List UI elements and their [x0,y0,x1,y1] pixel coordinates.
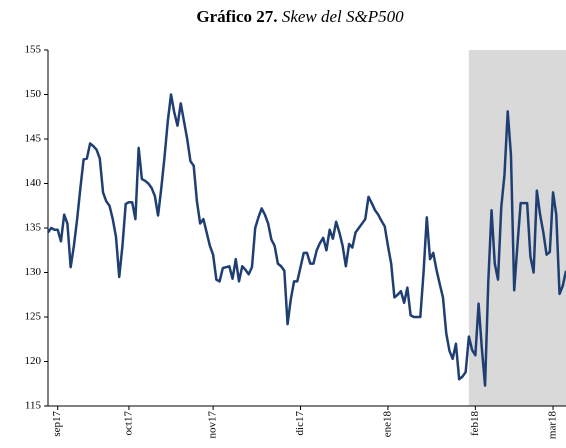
data-line [46,93,566,387]
chart-title-group: Gráfico 27. Skew del S&P500 [196,7,404,26]
x-tick-label: oct17 [122,411,134,436]
y-tick-label: 130 [25,266,42,278]
y-tick-label: 145 [25,133,42,145]
axes-layer: 115 120 125 130 135 140 145 150 155 sep17 oct17 nov… [25,44,566,440]
y-tick-label: 140 [25,177,42,189]
chart-subtitle: Skew del S&P500 [282,7,404,26]
y-tick-label: 135 [25,222,42,234]
y-tick-label: 150 [25,88,42,100]
x-tick-label: ene18 [381,411,393,438]
chart-title: Gráfico 27. [196,7,277,26]
x-tick-label: sep17 [51,411,63,437]
x-tick-label: nov17 [207,411,219,439]
y-tick-label: 120 [25,355,42,367]
y-tick-label: 125 [25,311,42,323]
y-tick-label: 115 [25,400,42,412]
x-tick-label: mar18 [547,411,559,440]
x-tick-label: feb18 [469,411,481,437]
x-tick-label: dic17 [294,411,306,436]
y-tick-label: 155 [25,44,42,56]
